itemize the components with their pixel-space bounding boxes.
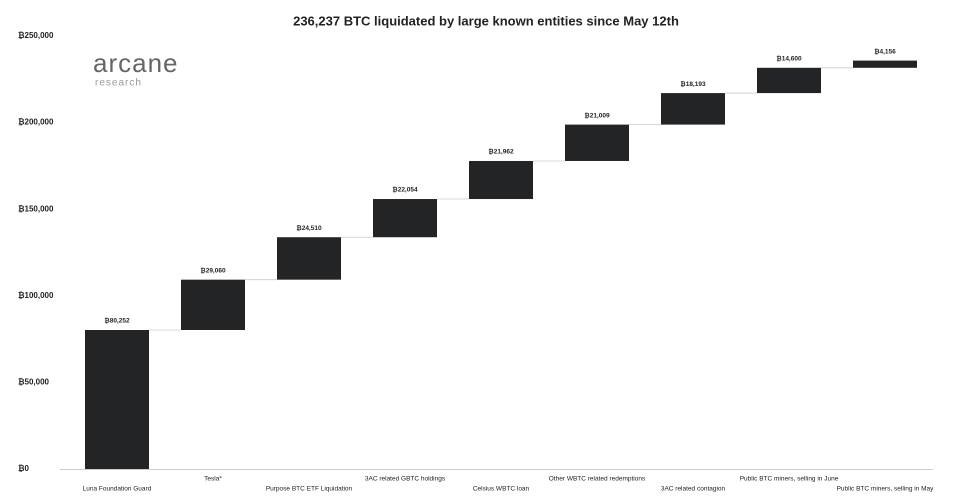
logo-name: arcane bbox=[93, 48, 179, 78]
value-label: ₿21,962 bbox=[488, 148, 514, 156]
bar bbox=[181, 279, 245, 331]
bar bbox=[853, 60, 917, 68]
value-label: ₿21,009 bbox=[584, 111, 610, 119]
value-label: ₿22,054 bbox=[392, 186, 418, 194]
x-tick-label: Purpose BTC ETF Liquidation bbox=[266, 486, 353, 493]
logo-tagline: research bbox=[95, 78, 142, 89]
value-label: ₿18,193 bbox=[680, 80, 706, 88]
y-tick-label: ₿50,000 bbox=[18, 378, 50, 387]
y-tick-label: ₿250,000 bbox=[18, 31, 54, 40]
x-tick-label: Luna Foundation Guard bbox=[83, 486, 152, 493]
bar bbox=[565, 124, 629, 161]
y-tick-label: ₿200,000 bbox=[18, 118, 54, 127]
bar bbox=[661, 93, 725, 125]
value-label: ₿29,060 bbox=[200, 266, 226, 274]
x-tick-label: Celsius WBTC loan bbox=[473, 486, 530, 493]
value-label: ₿14,600 bbox=[776, 55, 802, 63]
y-tick-label: ₿100,000 bbox=[18, 291, 54, 300]
x-tick-label: 3AC related GBTC holdings bbox=[365, 476, 446, 483]
bar bbox=[85, 330, 149, 469]
bar bbox=[469, 160, 533, 200]
value-label: ₿80,252 bbox=[104, 317, 130, 325]
value-label: ₿24,510 bbox=[296, 224, 322, 232]
x-tick-label: Tesla* bbox=[204, 476, 222, 483]
x-tick-label: 3AC related contagion bbox=[661, 486, 726, 493]
x-tick-label: Other WBTC related redemptions bbox=[549, 476, 646, 483]
x-tick-label: Public BTC miners, selling in June bbox=[740, 476, 839, 483]
y-tick-label: ₿150,000 bbox=[18, 204, 54, 213]
bar bbox=[373, 199, 437, 238]
bar bbox=[277, 237, 341, 280]
x-tick-label: Public BTC miners, selling in May bbox=[837, 486, 935, 493]
y-tick-label: ₿0 bbox=[18, 464, 30, 473]
value-label: ₿4,156 bbox=[874, 47, 896, 55]
bar bbox=[757, 67, 821, 94]
chart-title: 236,237 BTC liquidated by large known en… bbox=[293, 13, 679, 28]
